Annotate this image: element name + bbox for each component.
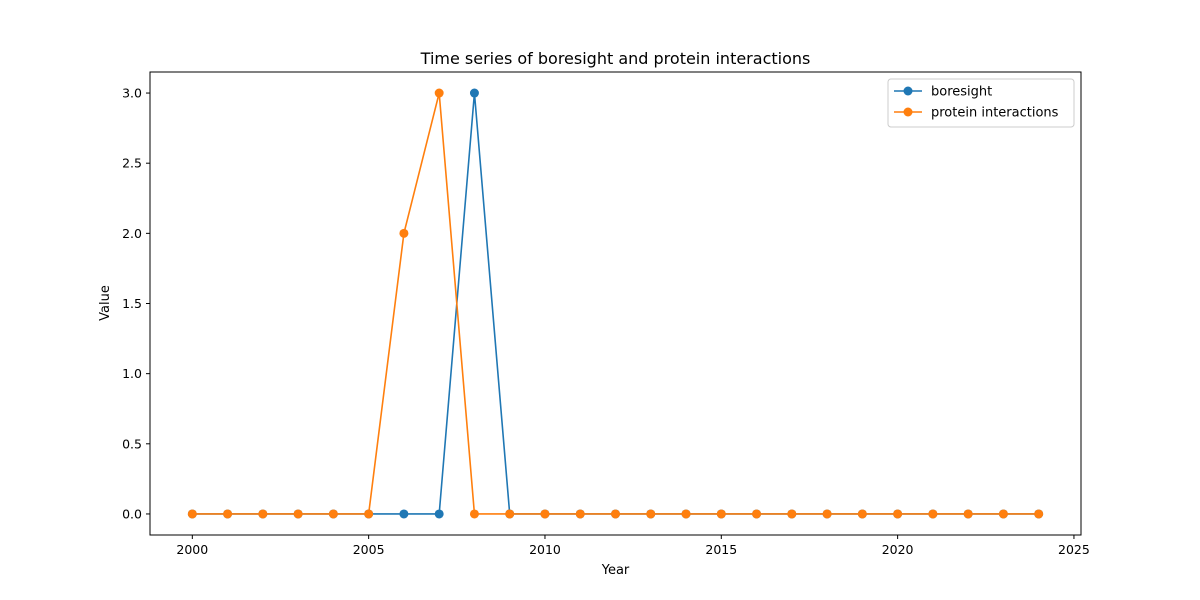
- series-marker-0: [399, 509, 409, 519]
- x-tick-label: 2005: [353, 542, 385, 557]
- series-marker-1: [787, 509, 797, 519]
- series-marker-1: [681, 509, 691, 519]
- y-tick-label: 2.5: [122, 156, 142, 171]
- series-marker-0: [434, 509, 444, 519]
- series-marker-1: [928, 509, 938, 519]
- series-marker-1: [434, 88, 444, 98]
- y-tick-label: 1.0: [122, 366, 142, 381]
- x-tick-label: 2000: [176, 542, 208, 557]
- series-marker-1: [752, 509, 762, 519]
- series-marker-1: [328, 509, 338, 519]
- series-marker-1: [469, 509, 479, 519]
- y-tick-label: 3.0: [122, 86, 142, 101]
- y-tick-label: 0.0: [122, 506, 142, 521]
- series-marker-1: [611, 509, 620, 519]
- series-marker-1: [893, 509, 903, 519]
- series-marker-1: [575, 509, 585, 519]
- chart-title: Time series of boresight and protein int…: [420, 49, 811, 68]
- legend-box: [887, 78, 1075, 128]
- series-marker-1: [258, 509, 268, 519]
- series-marker-1: [187, 509, 197, 519]
- series-marker-1: [998, 509, 1008, 519]
- series-marker-1: [399, 228, 409, 238]
- series-marker-1: [857, 509, 867, 519]
- x-tick-label: 2010: [529, 542, 561, 557]
- series-marker-1: [1034, 509, 1044, 519]
- y-tick-label: 1.5: [122, 296, 142, 311]
- series-marker-1: [223, 509, 233, 519]
- legend-label: protein interactions: [931, 106, 1059, 121]
- y-tick-label: 2.0: [122, 226, 142, 241]
- legend: boresight protein interactions: [887, 78, 1075, 128]
- series-marker-0: [469, 88, 479, 98]
- plot-frame: [149, 71, 1082, 536]
- legend-marker: [903, 86, 913, 96]
- series-marker-1: [716, 509, 726, 519]
- series-marker-1: [364, 509, 374, 519]
- x-axis-label: Year: [601, 563, 630, 578]
- x-tick-label: 2020: [882, 542, 914, 557]
- series-marker-1: [646, 509, 656, 519]
- series-line-1: [192, 92, 1039, 515]
- legend-label: boresight: [931, 85, 992, 100]
- series-marker-1: [963, 509, 973, 519]
- x-tick-label: 2015: [705, 542, 737, 557]
- series-marker-1: [540, 509, 550, 519]
- series-marker-1: [505, 509, 515, 519]
- series-line-0: [192, 92, 1039, 515]
- plot-area: 2000 2005 2010 2015 2020 2025 0.0 0.5 1.0 1.5 2.0 2…: [122, 71, 1090, 557]
- series-marker-1: [293, 509, 303, 519]
- x-tick-label: 2025: [1058, 542, 1090, 557]
- series-marker-1: [822, 509, 832, 519]
- legend-marker: [903, 107, 913, 117]
- y-tick-label: 0.5: [122, 436, 142, 451]
- y-axis-label: Value: [98, 285, 113, 321]
